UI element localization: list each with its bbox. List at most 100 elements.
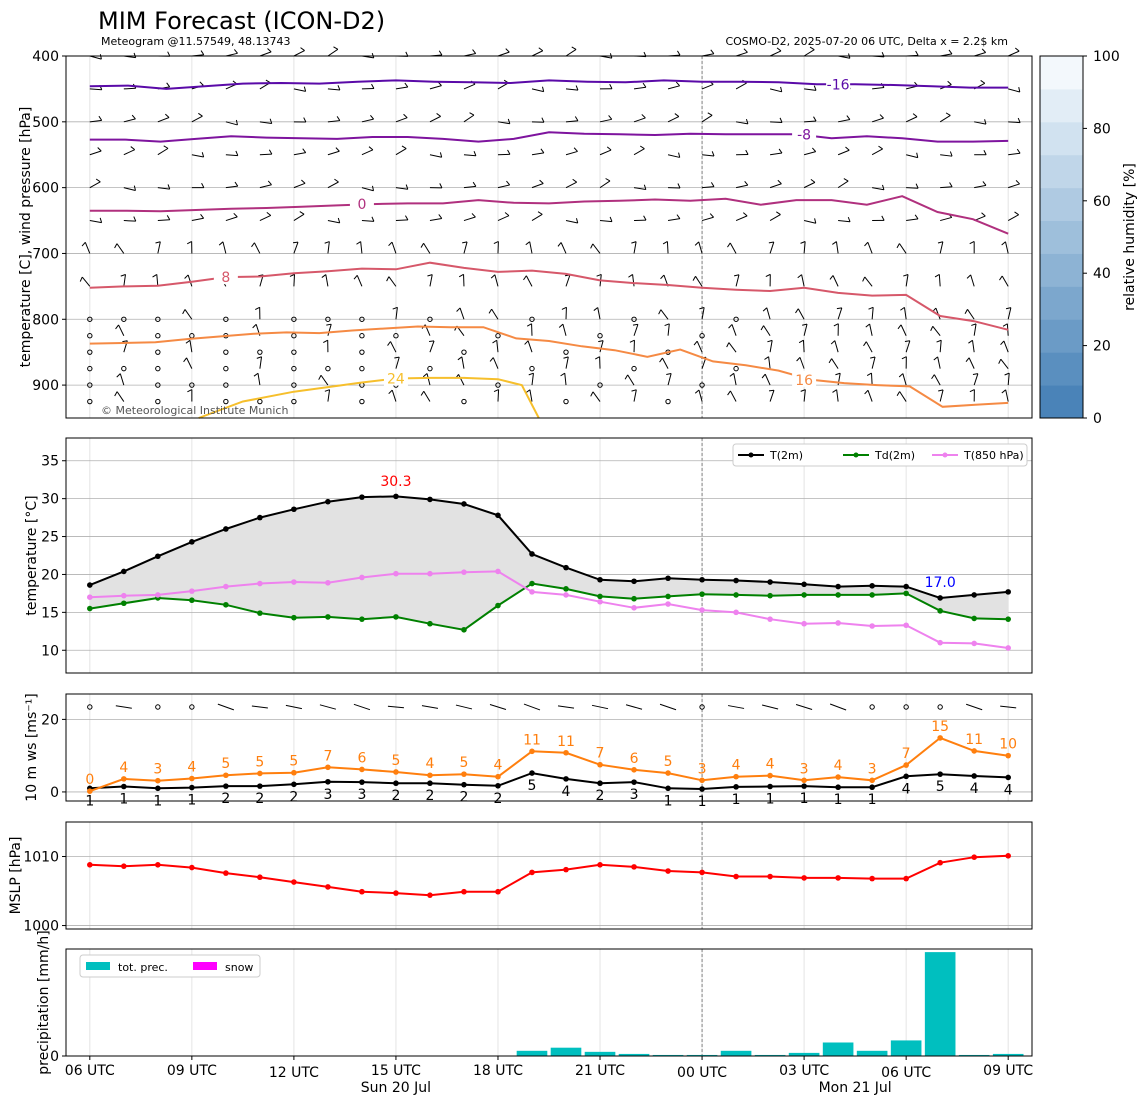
wind-barb-flag bbox=[388, 389, 393, 395]
wind-speed-line-point bbox=[733, 784, 739, 790]
wind-barb-flag bbox=[301, 179, 306, 184]
wind-barb-flag bbox=[658, 309, 662, 315]
wind-barb-flag bbox=[710, 182, 715, 187]
speed-value-label: 1 bbox=[800, 791, 809, 807]
panel-frame bbox=[65, 948, 1033, 1057]
wind-barb-flag bbox=[269, 118, 273, 124]
wind-barb bbox=[769, 340, 773, 353]
series-1-point bbox=[971, 615, 977, 622]
calm-wind-marker bbox=[87, 349, 93, 355]
wind-barb bbox=[497, 51, 510, 57]
series-2-point bbox=[461, 569, 467, 575]
calm-wind-marker bbox=[937, 704, 943, 710]
wind-barb bbox=[871, 117, 884, 123]
wind-barb bbox=[770, 121, 783, 123]
wind-barb-flag bbox=[768, 389, 775, 392]
precip-bar bbox=[720, 1050, 752, 1056]
wind-barb-flag bbox=[131, 114, 136, 120]
wind-barb-flag bbox=[185, 339, 191, 344]
isotherm-label-bg bbox=[792, 125, 817, 142]
speed-value-label: 2 bbox=[221, 791, 230, 807]
wind-barb bbox=[832, 275, 839, 287]
wind-barb bbox=[327, 181, 339, 189]
legend-swatch-dot bbox=[748, 452, 754, 458]
wind-barb-flag bbox=[897, 324, 902, 330]
mslp-line-point bbox=[699, 869, 705, 876]
wind-barb bbox=[81, 276, 91, 287]
isotherm--8 bbox=[89, 131, 1009, 143]
isotherm-label-bg bbox=[349, 195, 374, 212]
wind-barb-flag bbox=[937, 241, 943, 244]
calm-wind-marker bbox=[461, 398, 467, 405]
wind-barb bbox=[939, 389, 944, 402]
wind-speed-line-point bbox=[631, 779, 637, 785]
calm-wind-marker bbox=[121, 365, 127, 372]
series-0-point bbox=[801, 581, 807, 588]
gust-value-label: 4 bbox=[834, 758, 843, 774]
wind-barb bbox=[225, 185, 238, 189]
mslp-line-point bbox=[903, 875, 909, 882]
calm-wind-marker bbox=[155, 365, 161, 372]
calm-wind-marker bbox=[631, 316, 637, 322]
wind-barb-flag bbox=[642, 82, 647, 88]
precip-bar bbox=[516, 1050, 548, 1056]
wind-barb-flag bbox=[641, 114, 646, 119]
wind-barb-flag bbox=[324, 389, 330, 392]
gust-value-label: 5 bbox=[664, 754, 673, 770]
wind-barb bbox=[497, 121, 510, 125]
precip-legend: tot. prec. snow bbox=[79, 954, 261, 978]
wind-barb bbox=[970, 274, 975, 287]
wind-barb-flag bbox=[133, 52, 137, 58]
wind-barb bbox=[259, 356, 263, 369]
speed-value-label: 1 bbox=[868, 792, 877, 808]
wind-barb bbox=[463, 83, 476, 90]
extreme-annotation: 17.0 bbox=[925, 575, 956, 591]
series-2-point bbox=[801, 620, 807, 627]
mslp-line-point bbox=[325, 884, 331, 890]
wind-barb-flag bbox=[814, 218, 817, 224]
wind-barb-flag bbox=[81, 242, 86, 247]
legend-box bbox=[79, 954, 261, 978]
wind-barb bbox=[592, 243, 601, 254]
wind-barb bbox=[837, 149, 850, 156]
calm-wind-marker bbox=[223, 365, 229, 372]
panel-frame bbox=[65, 693, 1033, 802]
wind-barb-flag bbox=[1001, 241, 1006, 246]
wind-barb-flag bbox=[404, 82, 409, 88]
y-axis-label: 10 m ws [ms⁻¹] bbox=[24, 693, 40, 801]
series-1-point bbox=[1005, 616, 1011, 622]
wind-barb-flag bbox=[198, 112, 203, 117]
wind-barb-flag bbox=[800, 389, 806, 392]
wind-barb-flag bbox=[828, 358, 833, 364]
wind-barb bbox=[770, 152, 783, 156]
speed-value-label: 2 bbox=[425, 788, 434, 804]
wind-barb-flag bbox=[182, 309, 186, 315]
wind-barb bbox=[116, 391, 125, 402]
wind-barb-flag bbox=[971, 323, 977, 326]
gust-value-label: 6 bbox=[630, 751, 639, 767]
wind-barb-flag bbox=[115, 324, 119, 330]
calm-wind-marker bbox=[733, 365, 739, 372]
wind-barb-flag bbox=[878, 145, 883, 150]
wind-speed-line-point bbox=[189, 784, 195, 791]
wind-barb-flag bbox=[608, 115, 613, 120]
wind-barb-flag bbox=[742, 212, 748, 217]
wind-barb-flag bbox=[879, 114, 884, 119]
wind-barb-flag bbox=[594, 356, 600, 360]
series-2-point bbox=[291, 579, 297, 585]
calm-wind-marker bbox=[325, 316, 331, 322]
gust-line-point bbox=[495, 773, 501, 780]
colorbar-label: relative humidity [%] bbox=[1122, 163, 1138, 311]
wind-barb-flag bbox=[573, 147, 578, 152]
wind-barb-flag bbox=[266, 212, 272, 216]
calm-wind-marker bbox=[155, 704, 161, 710]
wind-barb bbox=[1007, 50, 1020, 57]
wind-barb-flag bbox=[729, 372, 735, 377]
wind-barb-flag bbox=[200, 50, 205, 56]
gust-value-label: 11 bbox=[965, 732, 983, 748]
mslp-line-point bbox=[597, 862, 603, 868]
calm-wind-marker bbox=[631, 365, 637, 372]
legend-label: T(850 hPa) bbox=[963, 449, 1024, 462]
wind-barb bbox=[395, 219, 408, 222]
calm-wind-marker bbox=[529, 316, 535, 322]
